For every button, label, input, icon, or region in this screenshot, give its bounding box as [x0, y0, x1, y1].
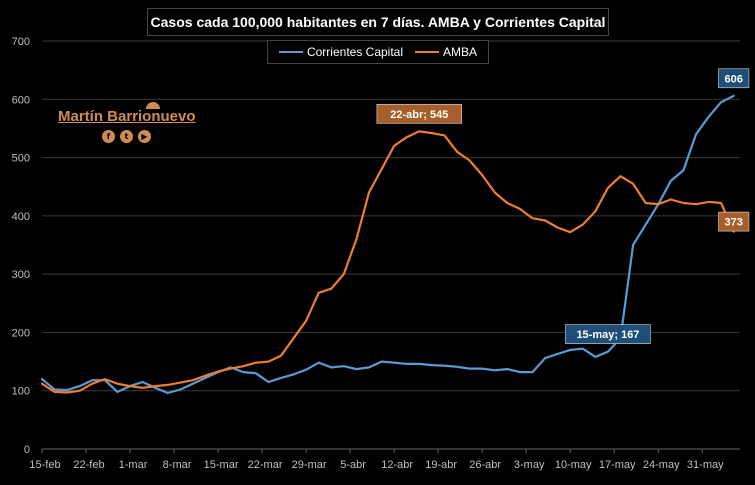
annotations: 22-abr; 545 15-may; 167 606 373	[376, 68, 750, 344]
x-tick-label-8-mar: 8-mar	[163, 459, 192, 471]
data-label-box-15-may-167	[565, 324, 651, 344]
legend-swatch-corrientes	[278, 51, 303, 53]
x-tick-label-22-feb: 22-feb	[73, 459, 104, 471]
x-tick-label-15-mar: 15-mar	[204, 459, 239, 471]
x-axis: 15-feb 22-feb 1-mar 8-mar 15-mar 22-mar 29-mar…	[29, 449, 724, 471]
facebook-icon: f	[102, 130, 115, 143]
legend-item-amba: AMBA	[415, 45, 477, 59]
grid-lines	[42, 40, 740, 450]
x-tick-label-22-mar: 22-mar	[248, 459, 283, 471]
data-label-box-606	[718, 68, 750, 89]
series-line-amba	[40, 130, 735, 394]
legend-label-amba: AMBA	[443, 45, 478, 59]
x-tick-label-31-may: 31-may	[687, 459, 724, 471]
x-tick-label-17-may: 17-may	[599, 459, 636, 471]
data-label-22-abr-545: 22-abr; 545	[390, 109, 448, 121]
watermark-text: Martín Barrionuevo	[58, 108, 196, 125]
legend-label-corrientes: Corrientes Capital	[306, 45, 404, 59]
data-label-box-373	[718, 211, 750, 232]
twitter-icon: t	[120, 130, 133, 143]
data-label-606: 606	[725, 73, 743, 85]
y-axis: 0 100 200 300 400 500 600 700	[12, 36, 30, 456]
legend-swatch-amba	[415, 51, 440, 53]
y-tick-label-0: 0	[24, 444, 30, 456]
data-label-box-22-abr-545	[376, 104, 462, 124]
y-tick-label-600: 600	[12, 94, 30, 106]
x-tick-label-24-may: 24-may	[643, 459, 680, 471]
y-tick-label-100: 100	[12, 386, 30, 398]
x-tick-label-29-mar: 29-mar	[292, 459, 327, 471]
legend: Corrientes Capital AMBA	[267, 40, 489, 64]
data-label-373: 373	[725, 217, 743, 229]
logo-sun-icon	[146, 102, 160, 109]
y-tick-label-300: 300	[12, 269, 30, 281]
x-tick-label-5-abr: 5-abr	[340, 459, 366, 471]
chart-title: Casos cada 100,000 habitantes en 7 días.…	[147, 8, 609, 36]
x-tick-label-15-feb: 15-feb	[29, 459, 60, 471]
legend-item-corrientes: Corrientes Capital	[278, 45, 404, 59]
x-tick-label-3-may: 3-may	[514, 459, 545, 471]
x-tick-label-1-mar: 1-mar	[119, 459, 148, 471]
y-tick-label-200: 200	[12, 327, 30, 339]
y-tick-label-500: 500	[12, 153, 30, 165]
youtube-icon: ▶	[138, 130, 151, 143]
data-label-15-may-167: 15-may; 167	[576, 329, 639, 341]
watermark-logo: Martín Barrionuevo f t ▶	[58, 102, 208, 147]
x-tick-label-19-abr: 19-abr	[425, 459, 457, 471]
x-tick-label-12-abr: 12-abr	[381, 459, 413, 471]
x-tick-label-10-may: 10-may	[555, 459, 592, 471]
social-icons: f t ▶	[102, 130, 151, 143]
y-tick-label-700: 700	[12, 36, 30, 48]
x-tick-label-26-abr: 26-abr	[469, 459, 501, 471]
y-tick-label-400: 400	[12, 211, 30, 223]
